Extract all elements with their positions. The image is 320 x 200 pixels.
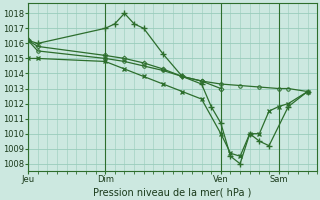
X-axis label: Pression niveau de la mer( hPa ): Pression niveau de la mer( hPa )	[93, 187, 252, 197]
